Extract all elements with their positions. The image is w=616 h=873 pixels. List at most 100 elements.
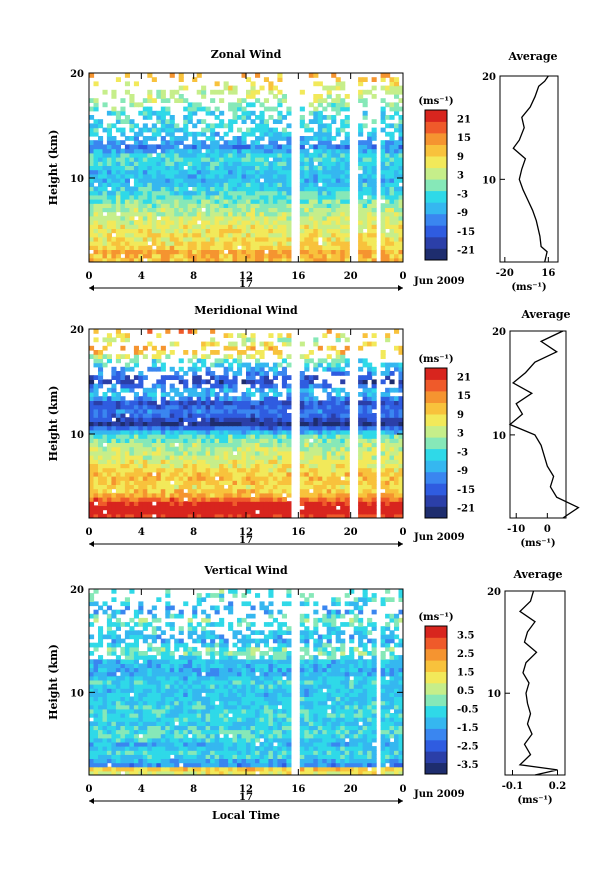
field-cell — [151, 400, 157, 406]
field-cell — [255, 249, 261, 255]
field-cell — [201, 106, 207, 112]
field-cell — [124, 115, 130, 120]
field-cell — [331, 245, 337, 250]
field-cell — [317, 455, 323, 460]
field-cell — [281, 375, 287, 380]
x-tick-label: 4 — [138, 271, 145, 282]
field-cell — [115, 173, 121, 179]
field-cell — [151, 766, 157, 772]
field-cell — [106, 232, 112, 238]
field-cell — [89, 115, 95, 120]
field-cell — [133, 497, 139, 502]
field-cell — [223, 186, 229, 192]
field-cell — [241, 148, 247, 154]
field-cell — [380, 429, 386, 435]
field-cell — [331, 236, 337, 242]
field-cell — [214, 211, 220, 217]
field-cell — [331, 194, 337, 200]
field-cell — [228, 249, 234, 255]
field-cell — [398, 194, 403, 200]
field-cell — [304, 148, 310, 154]
field-cell — [389, 123, 395, 129]
field-cell — [201, 400, 207, 406]
field-cell — [304, 190, 310, 196]
field-cell — [268, 463, 274, 469]
field-cell — [219, 144, 225, 150]
field-cell — [196, 106, 202, 112]
field-cell — [304, 199, 310, 204]
field-cell — [281, 152, 287, 158]
field-cell — [89, 173, 95, 179]
field-cell — [147, 392, 153, 397]
field-cell — [322, 366, 328, 372]
field-cell — [196, 375, 202, 380]
field-cell — [344, 178, 350, 183]
field-cell — [174, 425, 180, 431]
field-cell — [142, 354, 148, 359]
field-cell — [98, 173, 104, 179]
field-cell — [304, 203, 310, 208]
field-cell — [183, 186, 189, 192]
field-cell — [250, 375, 256, 380]
field-cell — [169, 140, 175, 145]
field-cell — [389, 157, 395, 162]
field-cell — [111, 178, 117, 183]
profile-y-tick-label: 20 — [492, 327, 506, 338]
field-cell — [93, 106, 99, 112]
field-cell — [228, 157, 234, 162]
field-cell — [344, 770, 350, 775]
field-cell — [89, 425, 95, 431]
field-cell — [174, 199, 180, 204]
field-cell — [160, 98, 166, 103]
field-cell — [268, 253, 274, 259]
field-cell — [142, 241, 148, 246]
field-cell — [371, 446, 377, 452]
field-cell — [183, 762, 189, 768]
field-cell — [362, 501, 368, 506]
field-cell — [250, 102, 256, 108]
field-cell — [313, 417, 319, 422]
field-cell — [142, 165, 148, 171]
field-cell — [286, 173, 292, 179]
field-cell — [165, 421, 171, 427]
field-cell — [106, 199, 112, 204]
field-cell — [201, 140, 207, 145]
field-cell — [398, 144, 403, 150]
field-cell — [124, 484, 130, 490]
field-cell — [250, 232, 256, 238]
field-cell — [142, 421, 148, 427]
field-cell — [385, 194, 391, 200]
field-cell — [367, 488, 373, 494]
field-cell — [389, 450, 395, 456]
field-cell — [89, 207, 95, 213]
field-cell — [250, 110, 256, 116]
field-cell — [142, 434, 148, 439]
field-cell — [151, 758, 157, 764]
field-cell — [98, 480, 104, 485]
field-cell — [331, 387, 337, 393]
field-cell — [93, 408, 99, 414]
field-cell — [120, 446, 126, 452]
field-cell — [210, 762, 216, 768]
field-cell — [111, 438, 117, 443]
field-cell — [187, 211, 193, 217]
field-cell — [362, 442, 368, 448]
field-cell — [187, 119, 193, 124]
field-cell — [304, 446, 310, 452]
field-cell — [398, 429, 403, 435]
field-cell — [228, 408, 234, 414]
field-cell — [102, 455, 108, 460]
field-cell — [371, 211, 377, 217]
field-cell — [223, 366, 229, 372]
field-cell — [272, 400, 278, 406]
field-cell — [246, 408, 252, 414]
field-cell — [281, 161, 287, 166]
field-cell — [178, 476, 184, 481]
field-cell — [223, 358, 229, 364]
field-cell — [196, 253, 202, 259]
field-cell — [205, 354, 211, 359]
field-cell — [165, 257, 171, 262]
field-cell — [174, 165, 180, 171]
field-cell — [331, 136, 337, 141]
field-cell — [255, 186, 261, 192]
